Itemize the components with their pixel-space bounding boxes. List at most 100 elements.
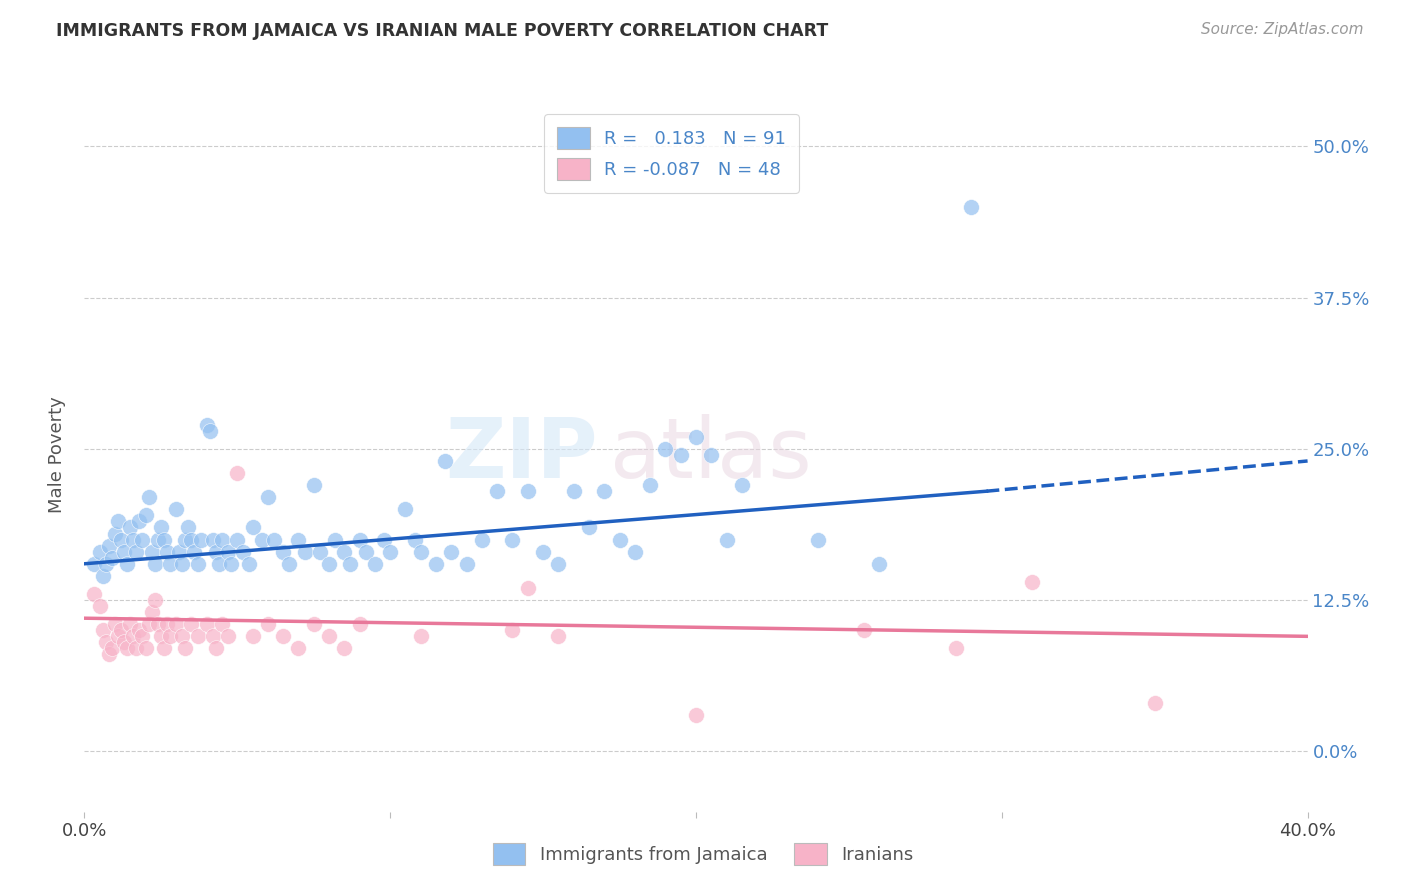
Point	[278, 557, 301, 571]
Point	[853, 624, 876, 638]
Point	[135, 508, 157, 523]
Point	[211, 617, 233, 632]
Point	[110, 624, 132, 638]
Point	[226, 466, 249, 480]
Point	[104, 617, 127, 632]
Point	[83, 587, 105, 601]
Point	[471, 533, 494, 547]
Point	[562, 484, 585, 499]
Point	[131, 629, 153, 643]
Point	[146, 533, 169, 547]
Point	[201, 629, 224, 643]
Point	[138, 490, 160, 504]
Point	[172, 557, 194, 571]
Point	[1021, 574, 1043, 589]
Point	[107, 629, 129, 643]
Point	[159, 629, 181, 643]
Point	[174, 533, 197, 547]
Point	[226, 533, 249, 547]
Point	[146, 617, 169, 632]
Point	[302, 478, 325, 492]
Point	[141, 605, 163, 619]
Point	[578, 520, 600, 534]
Point	[294, 544, 316, 558]
Point	[547, 557, 569, 571]
Point	[404, 533, 426, 547]
Point	[333, 544, 356, 558]
Point	[135, 641, 157, 656]
Point	[456, 557, 478, 571]
Point	[101, 550, 124, 565]
Point	[242, 520, 264, 534]
Point	[159, 557, 181, 571]
Text: atlas: atlas	[610, 415, 813, 495]
Legend: R =   0.183   N = 91, R = -0.087   N = 48: R = 0.183 N = 91, R = -0.087 N = 48	[544, 114, 799, 193]
Point	[110, 533, 132, 547]
Point	[502, 624, 524, 638]
Point	[131, 533, 153, 547]
Point	[186, 629, 208, 643]
Point	[180, 533, 202, 547]
Point	[97, 648, 120, 662]
Point	[434, 454, 457, 468]
Y-axis label: Male Poverty: Male Poverty	[48, 397, 66, 513]
Point	[94, 557, 117, 571]
Point	[945, 641, 967, 656]
Point	[257, 617, 280, 632]
Point	[219, 557, 242, 571]
Point	[960, 200, 983, 214]
Point	[91, 624, 114, 638]
Point	[156, 617, 179, 632]
Point	[654, 442, 676, 456]
Point	[143, 593, 166, 607]
Point	[104, 526, 127, 541]
Point	[242, 629, 264, 643]
Point	[1143, 696, 1166, 710]
Point	[302, 617, 325, 632]
Text: ZIP: ZIP	[446, 415, 598, 495]
Point	[609, 533, 631, 547]
Point	[339, 557, 361, 571]
Point	[516, 581, 538, 595]
Point	[318, 557, 340, 571]
Point	[869, 557, 891, 571]
Point	[409, 629, 432, 643]
Point	[143, 557, 166, 571]
Point	[624, 544, 647, 558]
Point	[394, 502, 416, 516]
Point	[97, 539, 120, 553]
Point	[685, 708, 707, 723]
Point	[380, 544, 402, 558]
Point	[91, 569, 114, 583]
Text: Source: ZipAtlas.com: Source: ZipAtlas.com	[1201, 22, 1364, 37]
Point	[198, 424, 221, 438]
Point	[440, 544, 463, 558]
Point	[232, 544, 254, 558]
Point	[271, 629, 294, 643]
Point	[94, 635, 117, 649]
Point	[208, 557, 231, 571]
Point	[593, 484, 616, 499]
Point	[122, 533, 145, 547]
Point	[165, 502, 187, 516]
Point	[89, 599, 111, 613]
Point	[122, 629, 145, 643]
Point	[263, 533, 285, 547]
Point	[195, 417, 218, 432]
Point	[125, 641, 148, 656]
Point	[716, 533, 738, 547]
Point	[115, 557, 138, 571]
Point	[183, 544, 205, 558]
Point	[138, 617, 160, 632]
Point	[354, 544, 377, 558]
Point	[308, 544, 330, 558]
Point	[364, 557, 387, 571]
Point	[731, 478, 754, 492]
Point	[156, 544, 179, 558]
Point	[165, 617, 187, 632]
Point	[149, 520, 172, 534]
Point	[149, 629, 172, 643]
Point	[83, 557, 105, 571]
Point	[120, 617, 142, 632]
Point	[349, 617, 371, 632]
